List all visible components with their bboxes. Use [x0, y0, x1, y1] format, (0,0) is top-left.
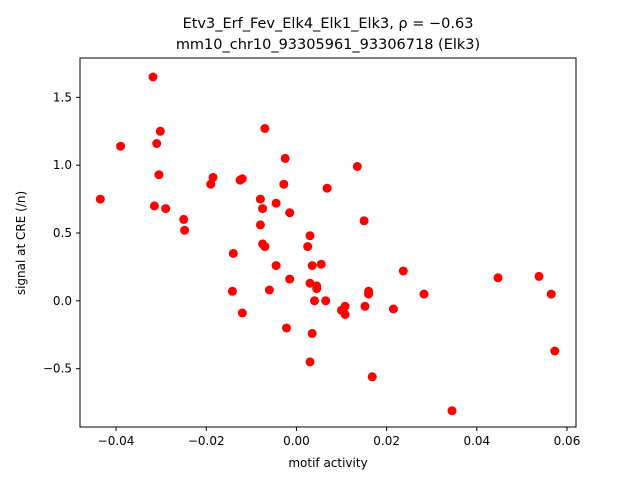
data-point [282, 323, 291, 333]
data-point [279, 179, 289, 189]
data-point [155, 126, 165, 136]
data-point [307, 328, 317, 338]
x-tick-label: −0.04 [98, 434, 135, 448]
data-point [116, 141, 126, 151]
data-point [161, 204, 171, 214]
data-point [237, 308, 247, 318]
data-point [359, 216, 369, 226]
data-point [148, 72, 158, 82]
data-point [260, 242, 270, 252]
data-point [235, 175, 245, 185]
data-point [316, 259, 326, 269]
data-points [95, 72, 560, 416]
data-point [388, 304, 398, 314]
plot-frame [79, 57, 577, 428]
data-point [180, 225, 190, 235]
data-point [307, 261, 317, 271]
data-point [322, 183, 332, 193]
y-tick-label: 0.0 [53, 294, 72, 308]
data-point [95, 194, 105, 204]
data-point [550, 346, 560, 356]
data-point [364, 289, 374, 299]
data-point [271, 198, 281, 208]
data-point [303, 242, 313, 252]
data-point [321, 296, 331, 306]
data-point [255, 194, 265, 204]
x-tick-label: 0.06 [554, 434, 581, 448]
data-point [447, 406, 457, 416]
data-point [398, 266, 408, 276]
x-axis-ticks: −0.04 −0.02 0.00 0.02 0.04 0.06 [98, 427, 581, 448]
data-point [149, 201, 159, 211]
y-tick-label: 1.5 [53, 90, 72, 104]
data-point [340, 309, 350, 319]
data-point [419, 289, 429, 299]
data-point [360, 301, 370, 311]
data-point [367, 372, 377, 382]
data-point [546, 289, 556, 299]
data-point [310, 296, 319, 306]
chart-title-line1: Etv3_Erf_Fev_Elk4_Elk1_Elk3, ρ = −0.63 [183, 16, 474, 32]
data-point [179, 214, 189, 224]
data-point [285, 274, 295, 284]
data-point [305, 357, 315, 367]
x-tick-label: 0.00 [283, 434, 310, 448]
data-point [312, 281, 322, 291]
data-point [228, 248, 238, 258]
data-point [255, 220, 265, 230]
x-tick-label: 0.02 [373, 434, 400, 448]
y-axis-ticks: −0.5 0.0 0.5 1.0 1.5 [43, 90, 80, 376]
x-tick-label: −0.02 [188, 434, 225, 448]
data-point [258, 204, 268, 214]
chart-title-line2: mm10_chr10_93305961_93306718 (Elk3) [176, 37, 480, 53]
data-point [227, 286, 237, 296]
data-point [264, 285, 274, 295]
data-point [340, 301, 350, 311]
y-tick-label: 1.0 [53, 158, 72, 172]
data-point [206, 179, 216, 189]
data-point [208, 172, 218, 182]
data-point [152, 139, 162, 148]
data-point [534, 271, 544, 281]
data-point [280, 153, 290, 163]
y-axis-label: signal at CRE (/n) [14, 191, 28, 295]
x-axis-label: motif activity [288, 456, 367, 470]
data-point [305, 231, 315, 241]
data-point [493, 273, 503, 283]
data-point [271, 261, 281, 271]
data-point [154, 170, 164, 180]
y-tick-label: −0.5 [43, 362, 72, 376]
data-point [352, 162, 362, 171]
y-tick-label: 0.5 [53, 226, 72, 240]
data-point [260, 124, 270, 133]
data-point [285, 208, 295, 218]
x-tick-label: 0.04 [463, 434, 490, 448]
